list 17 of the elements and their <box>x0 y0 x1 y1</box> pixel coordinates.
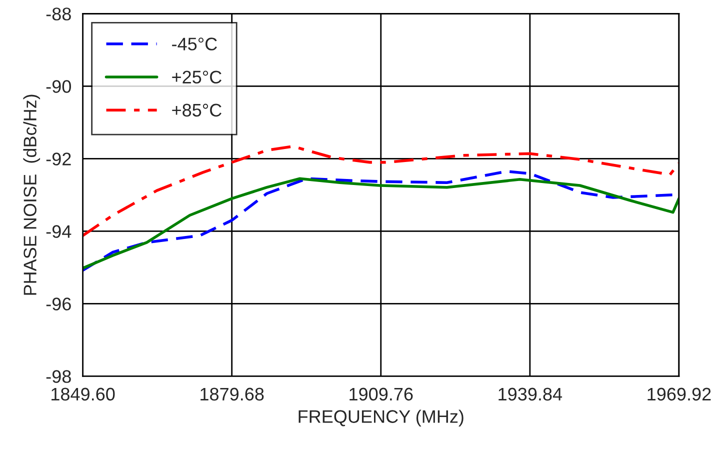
x-axis-title: FREQUENCY (MHz) <box>298 410 464 427</box>
legend-label: +25°C <box>172 70 222 84</box>
x-tick-label: 1879.68 <box>200 388 264 401</box>
legend-label: +85°C <box>172 104 222 117</box>
y-tick-label: -96 <box>46 298 71 310</box>
y-axis-title: PHASE NOISE (dBc/Hz) <box>23 94 40 295</box>
y-tick-label: -98 <box>46 370 71 383</box>
x-tick-label: 1969.92 <box>648 388 711 401</box>
x-tick-label: 1909.76 <box>350 388 413 401</box>
y-tick-label: -92 <box>46 152 71 166</box>
line-series <box>82 144 679 237</box>
y-tick-label: -88 <box>46 8 71 20</box>
y-tick-label: -94 <box>46 225 72 238</box>
legend-label: -45°C <box>172 38 217 50</box>
x-tick-label: 1849.60 <box>52 388 115 401</box>
y-tick-label: -90 <box>46 80 71 93</box>
x-tick-label: 1939.84 <box>498 388 562 401</box>
